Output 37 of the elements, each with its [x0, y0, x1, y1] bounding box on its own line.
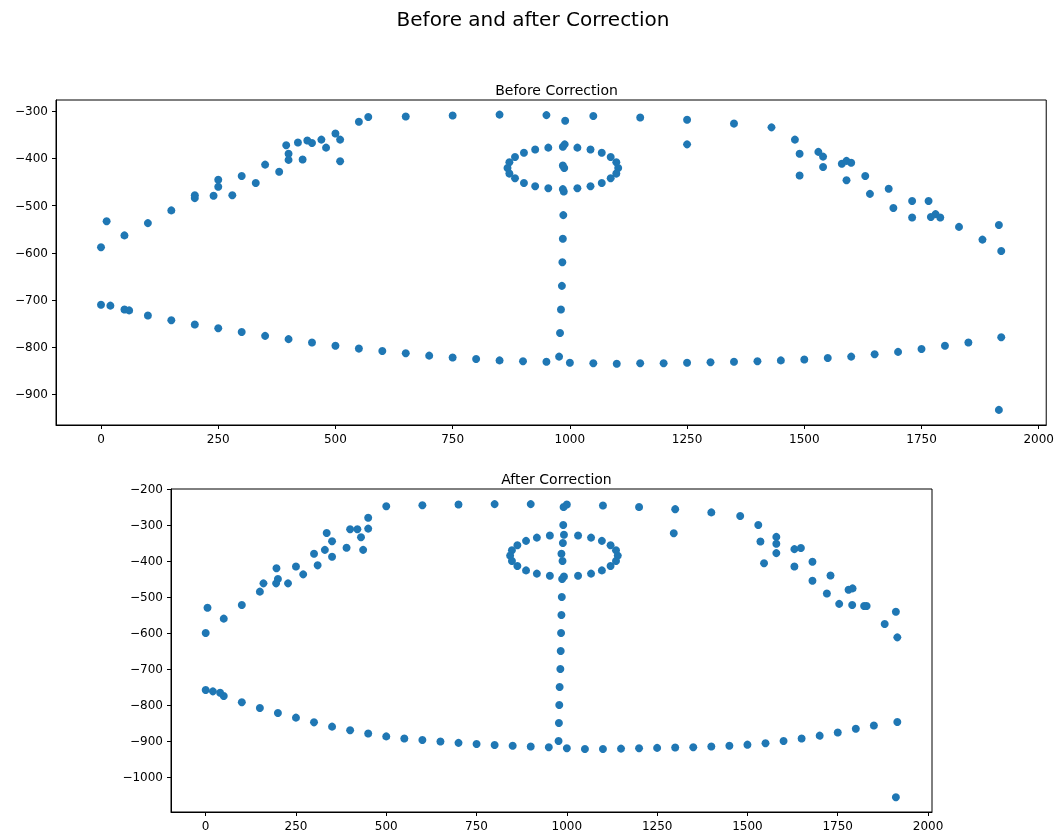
- y-tick-label: −700: [130, 662, 163, 677]
- x-tick-label: 0: [201, 819, 210, 833]
- x-tick-label: 1750: [906, 432, 937, 446]
- x-tick-label: 1000: [554, 432, 586, 446]
- x-tick-label: 1500: [732, 819, 763, 833]
- y-tick-label: −400: [130, 554, 163, 569]
- x-tick-label: 1250: [671, 432, 703, 446]
- y-tick-label: −500: [130, 590, 163, 605]
- x-tick-label: 750: [441, 432, 465, 446]
- y-tick-label: −400: [15, 151, 48, 166]
- y-tick-label: −900: [130, 734, 163, 749]
- y-tick-label: −600: [130, 626, 163, 641]
- chart-title: After Correction: [501, 471, 612, 487]
- x-tick-label: 2000: [1023, 432, 1054, 446]
- y-tick-label: −200: [130, 482, 163, 496]
- x-tick-label: 1500: [789, 432, 820, 446]
- x-tick-label: 250: [284, 819, 308, 833]
- y-tick-label: −700: [15, 293, 48, 307]
- x-tick-label: 750: [465, 819, 489, 833]
- chart-subtitle: Before Correction: [495, 82, 618, 98]
- y-tick-label: −300: [15, 104, 48, 119]
- y-tick-label: −900: [15, 387, 48, 402]
- x-tick-label: 1250: [641, 819, 673, 833]
- y-tick-label: −500: [15, 198, 48, 213]
- x-tick-label: 500: [374, 819, 398, 833]
- y-tick-label: −800: [130, 698, 163, 713]
- y-tick-label: −1000: [122, 770, 163, 785]
- chart-title: Before and after Correction: [396, 7, 670, 31]
- x-tick-label: 1000: [551, 819, 583, 833]
- y-tick-label: −600: [15, 245, 48, 260]
- x-tick-label: 500: [323, 432, 347, 446]
- x-tick-label: 0: [97, 432, 105, 446]
- x-tick-label: 250: [206, 432, 230, 446]
- y-tick-label: −800: [15, 340, 48, 355]
- x-tick-label: 1750: [822, 819, 854, 833]
- y-tick-label: −300: [130, 518, 163, 533]
- x-tick-label: 2000: [912, 819, 944, 833]
